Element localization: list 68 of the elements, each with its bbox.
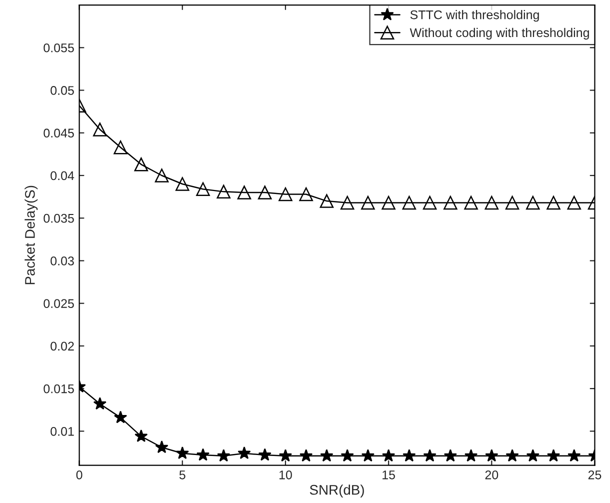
point <box>176 446 189 460</box>
y-tick-label: 0.02 <box>50 342 74 351</box>
x-tick-label: 15 <box>382 470 395 480</box>
point <box>464 449 478 462</box>
point <box>134 158 148 172</box>
y-tick-label: 0.03 <box>50 256 74 266</box>
x-tick-label: 0 <box>76 470 82 480</box>
point <box>154 168 169 182</box>
point <box>258 186 272 200</box>
y-tick-label: 0.035 <box>44 214 74 223</box>
point <box>484 196 499 210</box>
y-tick-label: 0.045 <box>44 128 74 138</box>
point <box>217 449 230 462</box>
point <box>568 449 581 462</box>
x-tick-label: 20 <box>485 470 498 480</box>
point <box>382 196 396 210</box>
point <box>216 184 230 199</box>
point <box>340 449 354 462</box>
y-tick-label: 0.01 <box>50 426 74 436</box>
legend-label: STTC with thresholding <box>410 10 539 22</box>
point <box>134 429 148 442</box>
point <box>320 194 334 208</box>
y-axis-title: Packet Delay(S) <box>24 186 38 284</box>
point <box>506 449 519 462</box>
point <box>278 449 292 462</box>
y-tick-label: 0.05 <box>50 86 74 95</box>
point <box>402 449 416 462</box>
point <box>114 410 128 424</box>
y-tick-label: 0.015 <box>44 384 74 394</box>
point <box>93 397 106 410</box>
point <box>320 449 334 462</box>
y-tick-label: 0.04 <box>50 171 74 180</box>
point <box>526 196 540 210</box>
x-axis-title: SNR(dB) <box>310 484 364 498</box>
point <box>423 449 436 462</box>
point <box>526 449 540 462</box>
point <box>361 196 375 210</box>
point <box>300 449 313 462</box>
point <box>464 196 478 210</box>
point <box>176 177 190 191</box>
point <box>155 440 168 454</box>
point <box>237 186 252 200</box>
point <box>402 196 416 210</box>
x-tick-label: 5 <box>179 470 186 480</box>
legend-label: Without coding with thresholding <box>410 28 589 40</box>
point <box>299 187 313 202</box>
point <box>382 449 396 462</box>
point <box>93 122 107 136</box>
point <box>258 448 272 461</box>
y-tick-label: 0.025 <box>44 299 74 308</box>
point <box>278 187 292 202</box>
point <box>546 449 560 462</box>
point <box>567 196 582 210</box>
point <box>505 196 520 210</box>
point <box>196 448 210 461</box>
point <box>196 182 210 196</box>
point <box>340 196 354 210</box>
point <box>546 196 560 210</box>
point <box>444 196 458 210</box>
point <box>485 449 498 462</box>
point <box>238 446 251 460</box>
point <box>114 140 128 154</box>
x-tick-label: 25 <box>588 470 602 480</box>
point <box>422 196 437 210</box>
point <box>444 449 457 462</box>
x-tick-label: 10 <box>279 470 292 480</box>
y-tick-label: 0.055 <box>44 43 74 52</box>
point <box>361 449 375 462</box>
